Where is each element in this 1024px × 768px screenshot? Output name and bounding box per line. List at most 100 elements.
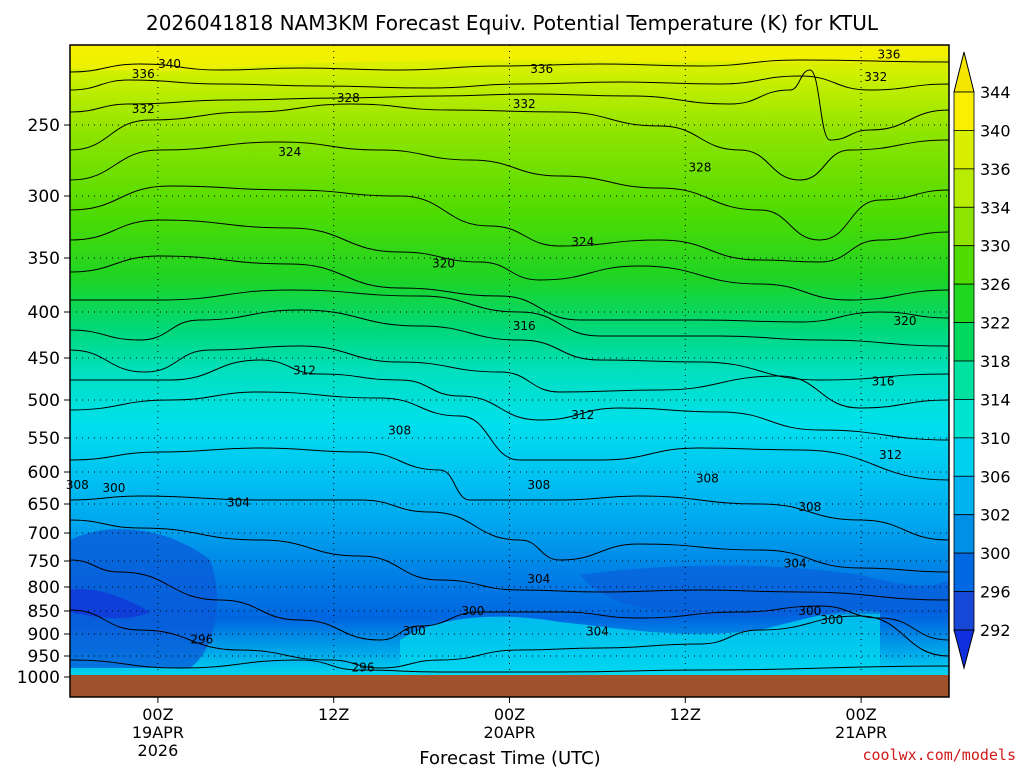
colorbar-label: 306 bbox=[980, 467, 1011, 486]
x-tick-date: 19APR bbox=[132, 723, 184, 742]
colorbar-label: 336 bbox=[980, 160, 1011, 179]
contour-label: 300 bbox=[403, 624, 426, 638]
contour-label: 332 bbox=[864, 70, 887, 84]
contour-line bbox=[70, 495, 949, 573]
y-tick-label: 750 bbox=[28, 552, 60, 572]
contour-label: 304 bbox=[586, 625, 609, 639]
contour-line bbox=[70, 69, 949, 141]
contour-label: 316 bbox=[872, 375, 895, 389]
contour-line bbox=[70, 359, 949, 441]
contour-line bbox=[70, 309, 949, 381]
band-cold-core-left bbox=[70, 529, 218, 668]
contour-line bbox=[70, 447, 949, 541]
contour-line bbox=[70, 659, 949, 673]
colorbar-swatch bbox=[953, 168, 975, 208]
colorbar-label: 310 bbox=[980, 429, 1011, 448]
shaded-bands bbox=[70, 45, 949, 675]
contour-line bbox=[70, 559, 949, 641]
colorbar-swatch bbox=[953, 552, 975, 592]
y-tick-label: 800 bbox=[28, 578, 60, 598]
ground-surface bbox=[70, 675, 949, 697]
contour-label: 304 bbox=[227, 496, 250, 510]
y-tick-label: 600 bbox=[28, 463, 60, 483]
contour-label: 316 bbox=[513, 319, 536, 333]
contour-label: 336 bbox=[877, 48, 900, 62]
colorbar-label: 296 bbox=[980, 583, 1011, 602]
band-cold-core-right bbox=[580, 565, 949, 617]
grid-lines bbox=[70, 45, 949, 675]
contour-lines bbox=[70, 59, 949, 673]
y-tick-label: 300 bbox=[28, 187, 60, 207]
contour-line bbox=[70, 219, 949, 301]
x-tick-date: 20APR bbox=[483, 723, 535, 742]
contour-label: 312 bbox=[571, 408, 594, 422]
contour-label: 300 bbox=[461, 604, 484, 618]
contour-line bbox=[70, 345, 949, 409]
contour-label: 336 bbox=[132, 67, 155, 81]
contour-label: 296 bbox=[190, 632, 213, 646]
contour-label: 312 bbox=[293, 364, 316, 378]
colorbar: 344 340 336 334 330 326 322 318 314 310 306 302 300 2… bbox=[953, 51, 1011, 670]
colorbar-swatch bbox=[953, 283, 975, 323]
y-axis: 250 300 350 400 450 500 550 600 650 700 750 800 850 9… bbox=[17, 116, 70, 688]
contour-label: 308 bbox=[798, 500, 821, 514]
contour-label: 308 bbox=[388, 423, 411, 437]
x-tick-year: 2026 bbox=[138, 741, 179, 760]
contour-label: 296 bbox=[352, 660, 375, 674]
contour-label: 308 bbox=[527, 478, 550, 492]
colorbar-label: 318 bbox=[980, 352, 1011, 371]
chart-title: 2026041818 NAM3KM Forecast Equiv. Potent… bbox=[146, 11, 879, 35]
band-warm-low-mid bbox=[400, 610, 880, 675]
contour-label: 324 bbox=[571, 235, 594, 249]
y-tick-label: 1000 bbox=[17, 668, 60, 688]
x-axis-title: Forecast Time (UTC) bbox=[419, 748, 600, 768]
contour-label: 324 bbox=[278, 145, 301, 159]
colorbar-label: 334 bbox=[980, 198, 1011, 217]
colorbar-swatch bbox=[953, 514, 975, 554]
y-tick-label: 250 bbox=[28, 116, 60, 136]
colorbar-label: 314 bbox=[980, 390, 1011, 409]
colorbar-label: 292 bbox=[980, 621, 1011, 640]
y-tick-label: 650 bbox=[28, 495, 60, 515]
y-tick-label: 900 bbox=[28, 625, 60, 645]
contour-label: 332 bbox=[513, 97, 536, 111]
colorbar-swatch bbox=[953, 437, 975, 477]
contour-label: 320 bbox=[432, 256, 455, 270]
contour-line bbox=[70, 255, 949, 323]
colorbar-swatch bbox=[953, 322, 975, 362]
y-tick-label: 700 bbox=[28, 524, 60, 544]
colorbar-label: 326 bbox=[980, 275, 1011, 294]
x-tick-label: 00Z bbox=[845, 705, 876, 724]
y-tick-label: 350 bbox=[28, 249, 60, 269]
x-tick-label: 00Z bbox=[142, 705, 173, 724]
y-tick-label: 450 bbox=[28, 349, 60, 369]
colorbar-label: 302 bbox=[980, 506, 1011, 525]
colorbar-swatch bbox=[953, 475, 975, 516]
contour-label: 312 bbox=[879, 448, 902, 462]
colorbar-label: 344 bbox=[980, 83, 1011, 102]
contour-label: 328 bbox=[337, 91, 360, 105]
contour-label: 308 bbox=[696, 471, 719, 485]
colorbar-swatch bbox=[953, 360, 975, 400]
y-tick-label: 850 bbox=[28, 602, 60, 622]
y-tick-label: 550 bbox=[28, 429, 60, 449]
colorbar-swatch bbox=[953, 206, 975, 247]
colorbar-swatch bbox=[953, 91, 975, 131]
contour-line bbox=[70, 75, 949, 91]
contour-line bbox=[70, 103, 949, 181]
contour-line bbox=[70, 609, 949, 669]
colorbar-arrow-bottom bbox=[953, 629, 975, 670]
contour-line bbox=[70, 519, 949, 601]
y-tick-label: 950 bbox=[28, 647, 60, 667]
colorbar-swatch bbox=[953, 130, 975, 170]
x-tick-label: 00Z bbox=[494, 705, 525, 724]
credit-text: coolwx.com/models bbox=[862, 746, 1016, 764]
contour-label: 300 bbox=[102, 481, 125, 495]
colorbar-label: 340 bbox=[980, 121, 1011, 140]
contour-line bbox=[70, 391, 949, 481]
contour-label: 340 bbox=[158, 57, 181, 71]
contour-label: 308 bbox=[66, 478, 89, 492]
